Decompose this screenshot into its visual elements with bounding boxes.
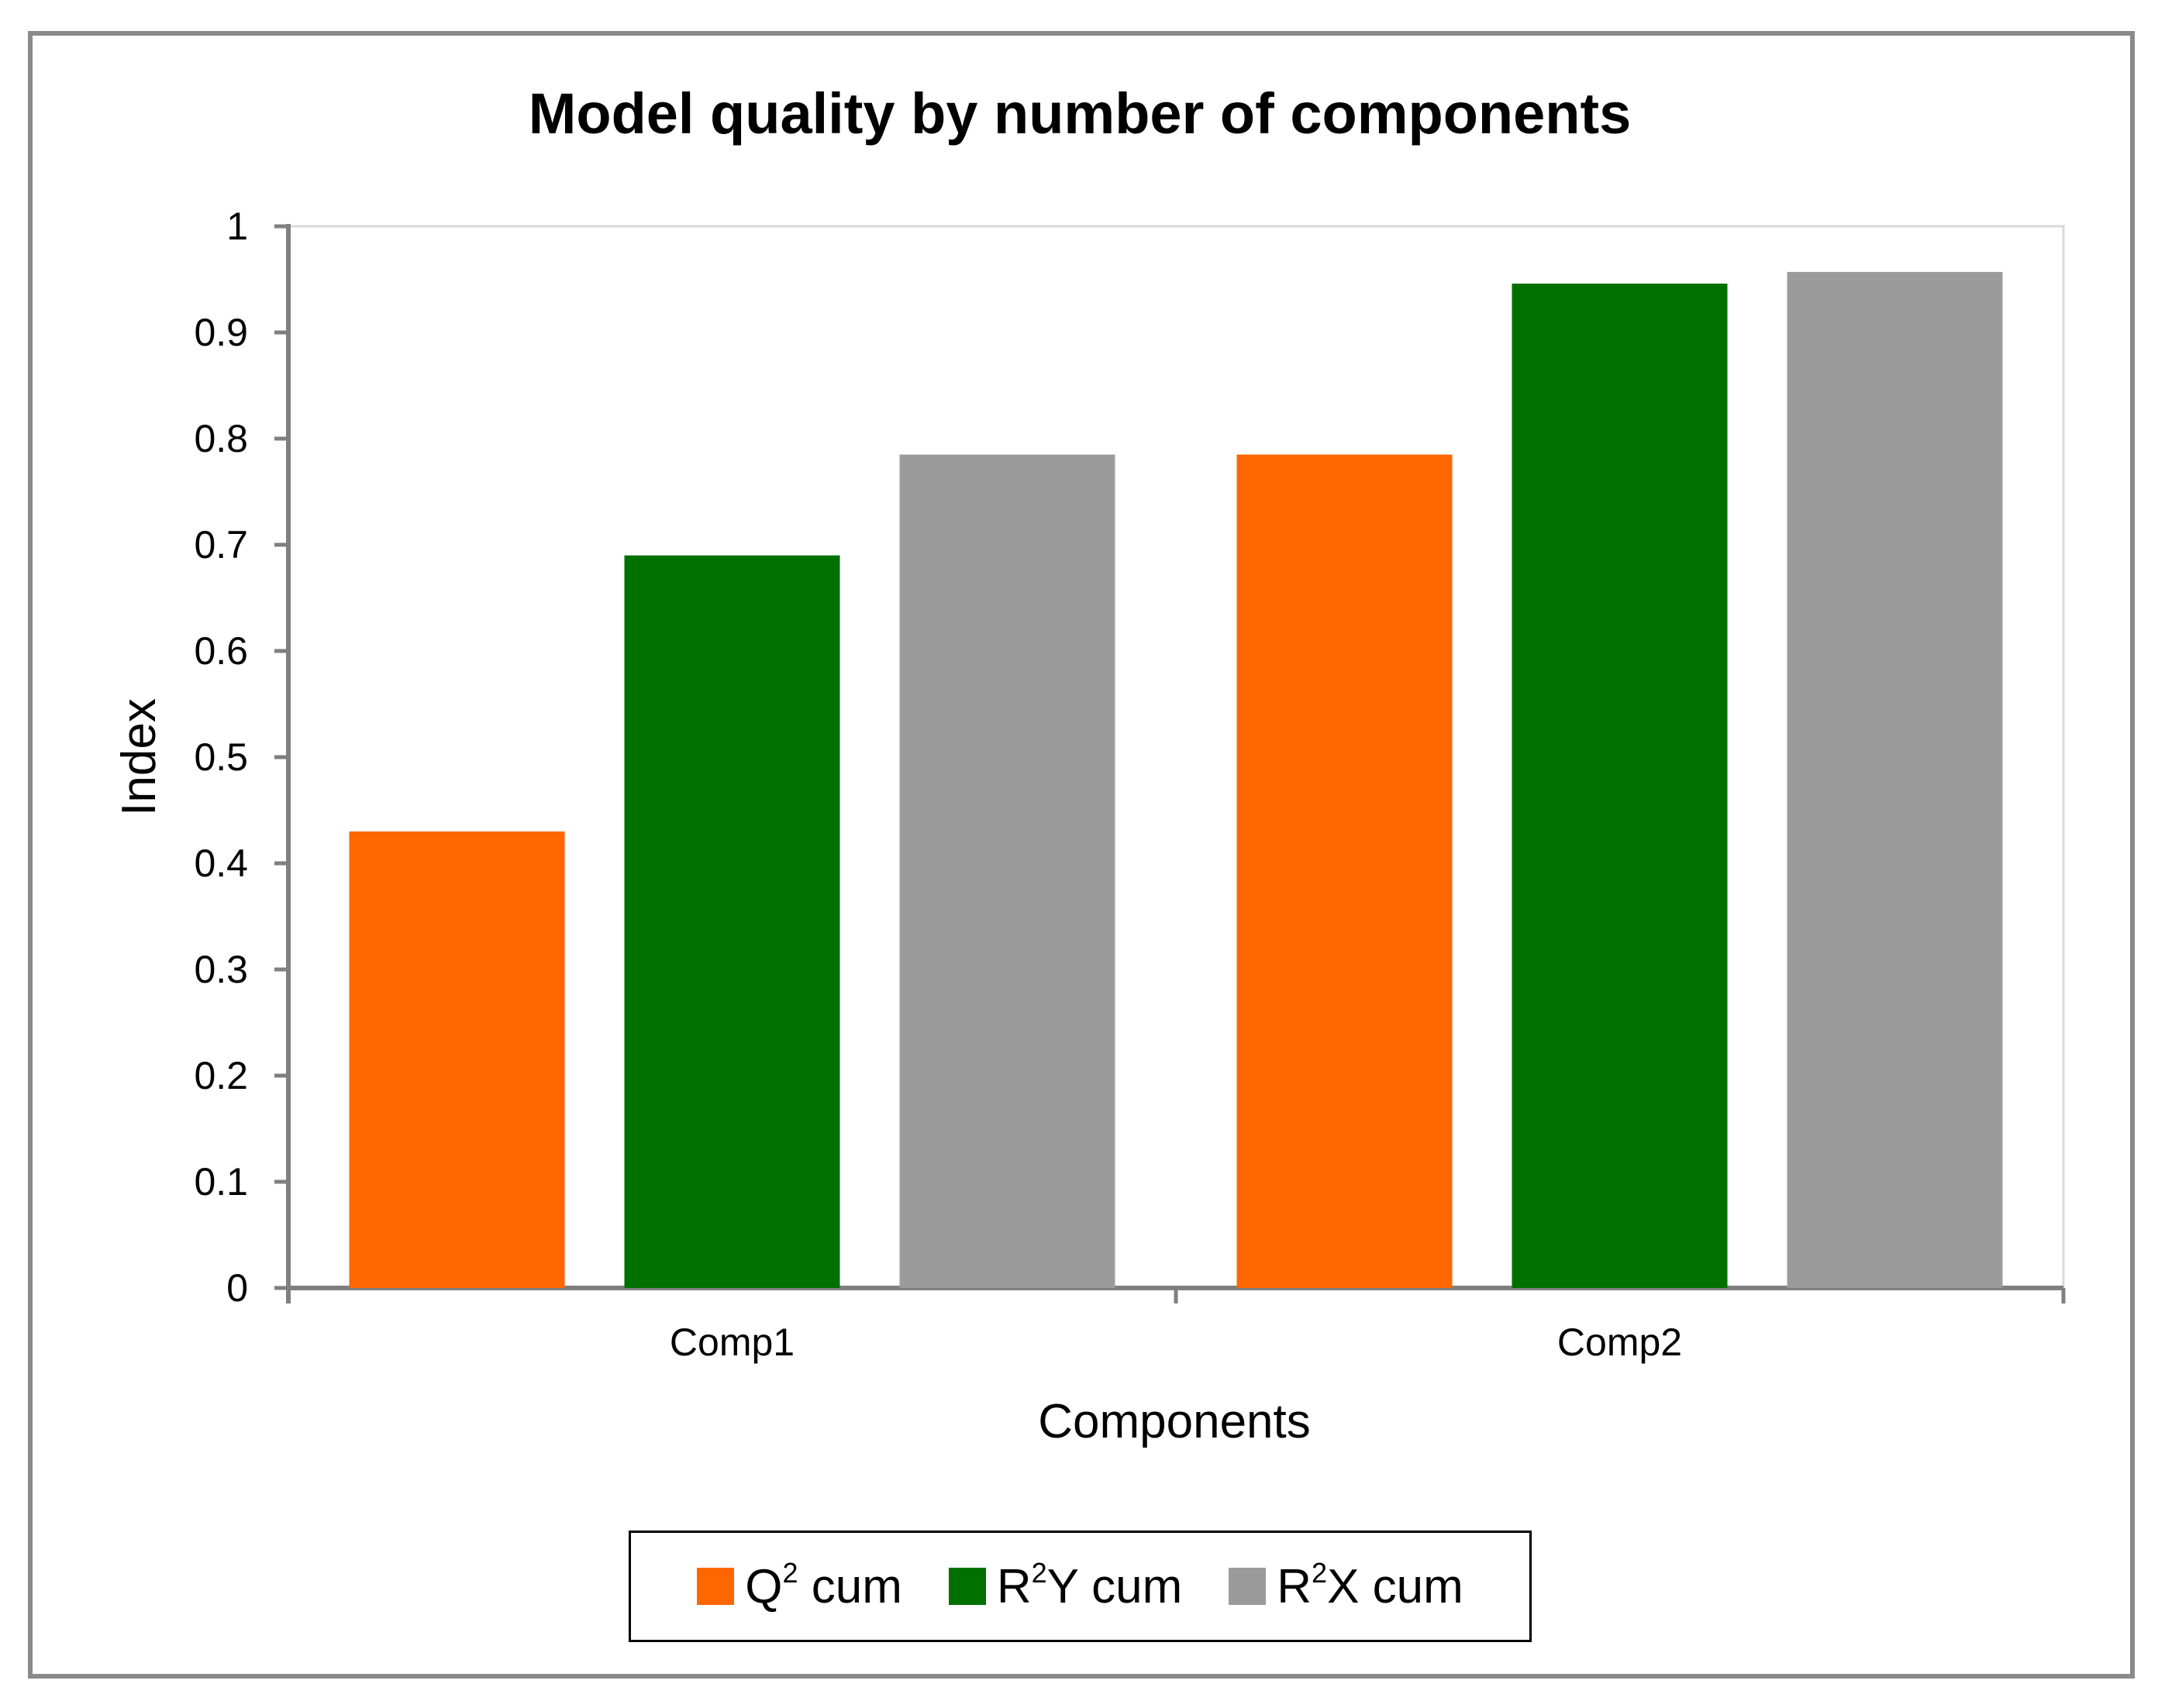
- x-category-label: Comp2: [1557, 1321, 1682, 1364]
- chart-title: Model quality by number of components: [529, 81, 1632, 146]
- bar-comp1-series-1: [349, 831, 565, 1288]
- legend-item-3: R2X cum: [1229, 1556, 1463, 1614]
- y-tick-label: 0.7: [194, 523, 248, 566]
- bar-comp1-series-3: [899, 454, 1115, 1288]
- legend-item-2: R2Y cum: [948, 1556, 1183, 1614]
- legend-swatch: [948, 1568, 986, 1605]
- bar-comp2-series-1: [1236, 454, 1453, 1288]
- x-axis: Comp1 Comp2: [286, 1286, 2066, 1364]
- y-tick-label: 0.6: [194, 629, 248, 673]
- bar-comp2-series-3: [1787, 271, 2003, 1288]
- y-tick-label: 0.5: [194, 735, 248, 779]
- legend-label: R2Y cum: [996, 1556, 1183, 1613]
- legend-label: R2X cum: [1277, 1556, 1463, 1613]
- y-tick-label: 0.4: [194, 842, 248, 885]
- legend-swatch: [1229, 1568, 1267, 1605]
- y-tick-label: 0: [226, 1266, 248, 1310]
- bars: [349, 271, 2003, 1289]
- x-category-label: Comp1: [670, 1321, 795, 1364]
- legend-item-1: Q2 cum: [697, 1556, 902, 1614]
- x-axis-title: Components: [1038, 1395, 1311, 1448]
- y-tick-label: 0.9: [194, 311, 248, 354]
- legend: Q2 cum R2Y cum R2X cum: [629, 1531, 1532, 1642]
- bar-comp2-series-2: [1512, 283, 1728, 1289]
- y-tick-label: 0.8: [194, 417, 248, 460]
- y-tick-label: 0.2: [194, 1054, 248, 1097]
- y-axis: 0 0.1 0.2 0.3 0.4 0.5 0.6 0.7 0.8 0.9 1: [194, 205, 291, 1310]
- y-tick-label: 1: [226, 205, 248, 248]
- legend-swatch: [697, 1568, 735, 1605]
- bar-comp1-series-2: [624, 555, 840, 1288]
- y-tick-label: 0.3: [194, 948, 248, 991]
- y-axis-title: Index: [112, 698, 166, 816]
- y-tick-label: 0.1: [194, 1160, 248, 1204]
- legend-label: Q2 cum: [745, 1556, 902, 1613]
